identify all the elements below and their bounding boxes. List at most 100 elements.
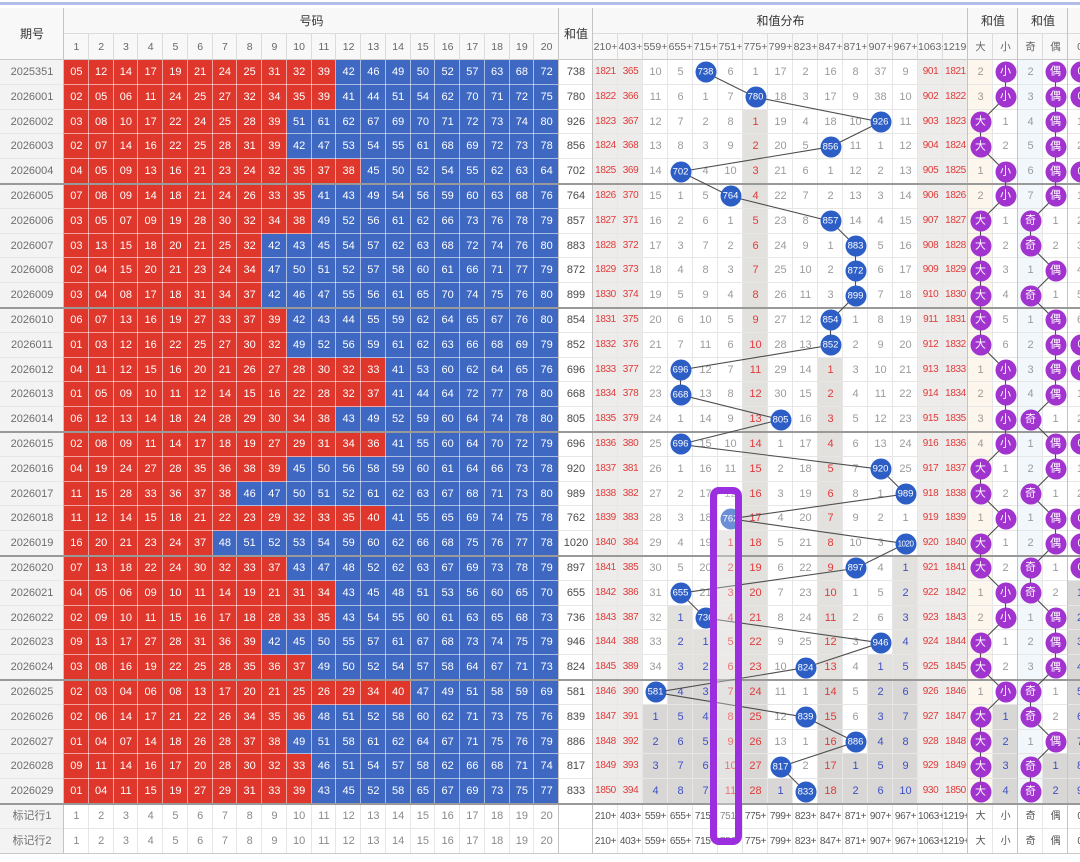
- footer-dist-label: 847+: [818, 829, 843, 854]
- dist-miss-cell: 922: [918, 580, 943, 606]
- dist-miss-cell: 6: [868, 606, 893, 631]
- draw-number-cell: 22: [163, 655, 188, 680]
- sum-value: 897: [559, 556, 593, 581]
- draw-number-cell: 47: [311, 134, 337, 160]
- dist-hit-circle: 655: [670, 582, 691, 604]
- draw-number-cell: 30: [237, 332, 262, 358]
- dist-miss-cell: 20: [693, 556, 718, 581]
- draw-number-cell: 34: [262, 84, 287, 110]
- sum-header: 和值: [559, 8, 593, 60]
- draw-number-cell: 04: [64, 357, 89, 383]
- dist-miss-cell: 1841: [593, 556, 618, 581]
- draw-number-cell: 28: [212, 729, 238, 755]
- draw-number-cell: 05: [88, 382, 114, 408]
- draw-number-cell: 61: [435, 258, 460, 284]
- odd-hit-circle: 奇: [1020, 681, 1041, 703]
- draw-number-cell: 50: [311, 456, 337, 482]
- draw-number-cell: 38: [311, 407, 337, 432]
- sum-value: 702: [559, 159, 593, 184]
- dist-miss-cell: 1841: [943, 556, 968, 581]
- dist-miss-cell: 3: [893, 605, 918, 631]
- draw-number-cell: 64: [435, 382, 460, 408]
- draw-number-cell: 14: [212, 580, 238, 606]
- dist-miss-cell: 1834: [943, 382, 968, 408]
- dist-miss-cell: 386: [618, 580, 643, 606]
- number-col-header: 1: [64, 34, 89, 60]
- draw-number-cell: 09: [88, 605, 114, 631]
- draw-number-cell: 45: [286, 456, 312, 482]
- dist-miss-cell: 11: [893, 110, 918, 135]
- draw-number-cell: 53: [435, 580, 460, 606]
- dist-miss-cell: 1846: [593, 680, 618, 705]
- dist-miss-cell: 8: [818, 531, 843, 556]
- draw-number-cell: 10: [163, 580, 188, 606]
- draw-number-cell: 64: [460, 456, 485, 482]
- draw-number-cell: 55: [336, 630, 361, 656]
- draw-number-cell: 53: [336, 134, 361, 160]
- draw-number-cell: 01: [64, 729, 89, 755]
- draw-number-cell: 67: [435, 556, 460, 581]
- number-col-header: 9: [262, 34, 287, 60]
- dist-miss-cell: 3: [843, 358, 868, 383]
- dist-miss-cell: 24: [743, 680, 768, 705]
- draw-number-cell: 60: [361, 531, 386, 556]
- dist-miss-cell: 2: [843, 333, 868, 358]
- draw-number-cell: 75: [460, 531, 485, 556]
- dist-miss-cell: 906: [918, 184, 943, 209]
- draw-number-cell: 25: [187, 134, 213, 160]
- draw-number-cell: 08: [163, 680, 188, 705]
- period-label: 2026018: [0, 506, 64, 532]
- draw-number-cell: 21: [262, 580, 287, 606]
- dist-col-header: 715+: [693, 34, 718, 60]
- draw-number-cell: 80: [534, 283, 559, 308]
- dist-miss-cell: 383: [618, 506, 643, 532]
- dist-miss-cell: 21: [693, 581, 718, 606]
- sum-value: 762: [559, 506, 593, 532]
- draw-number-cell: 31: [237, 134, 262, 160]
- dist-hit-circle: 854: [820, 309, 841, 331]
- draw-number-cell: 62: [484, 159, 510, 184]
- draw-number-cell: 65: [484, 605, 510, 631]
- big-hit-circle: 大: [970, 756, 991, 778]
- dist-miss-cell: 5: [868, 234, 893, 259]
- period-label: 2026012: [0, 357, 64, 383]
- dist-miss-cell: 9: [743, 308, 768, 333]
- draw-number-cell: 02: [64, 432, 89, 457]
- sum-value: 856: [559, 134, 593, 160]
- dist-miss-cell: 4: [668, 258, 693, 283]
- even-miss-cell: 2: [1043, 581, 1068, 606]
- dist-col-header: 210+: [593, 34, 618, 60]
- draw-number-cell: 32: [286, 60, 312, 85]
- even-hit-circle: 偶: [1045, 185, 1066, 207]
- dist-miss-cell: 12: [843, 159, 868, 184]
- dist-miss-cell: 901: [918, 60, 943, 85]
- dist-miss-cell: 17: [818, 754, 843, 780]
- footer-number-cell: 18: [484, 829, 510, 854]
- dist-miss-cell: 12: [768, 705, 793, 730]
- small-hit-circle: 小: [995, 582, 1016, 604]
- dist-miss-cell: 915: [918, 407, 943, 432]
- draw-number-cell: 15: [237, 382, 262, 408]
- footer-dist-label: 823+: [793, 804, 818, 829]
- draw-number-cell: 76: [534, 357, 559, 383]
- draw-number-cell: 02: [64, 84, 89, 110]
- draw-number-cell: 24: [163, 556, 188, 581]
- draw-number-cell: 60: [410, 456, 436, 482]
- dist-miss-cell: 10: [718, 159, 743, 184]
- dist-miss-cell: 19: [793, 482, 818, 507]
- small-hit-circle: 小: [995, 185, 1016, 207]
- draw-number-cell: 19: [163, 208, 188, 234]
- draw-number-cell: 38: [212, 481, 238, 507]
- dist-miss-cell: 12: [693, 358, 718, 383]
- draw-number-cell: 63: [410, 481, 436, 507]
- footer-big-label: 大: [968, 829, 993, 854]
- dist-miss-cell: 13: [693, 382, 718, 407]
- dist-miss-cell: 2: [743, 134, 768, 160]
- dist-miss-cell: 9: [718, 729, 743, 755]
- dist-miss-cell: 6: [668, 729, 693, 755]
- draw-number-cell: 62: [435, 704, 460, 730]
- draw-number-cell: 27: [187, 779, 213, 804]
- dist-miss-cell: 367: [618, 109, 643, 135]
- dist-miss-cell: 16: [818, 729, 843, 755]
- period-label: 2026016: [0, 456, 64, 482]
